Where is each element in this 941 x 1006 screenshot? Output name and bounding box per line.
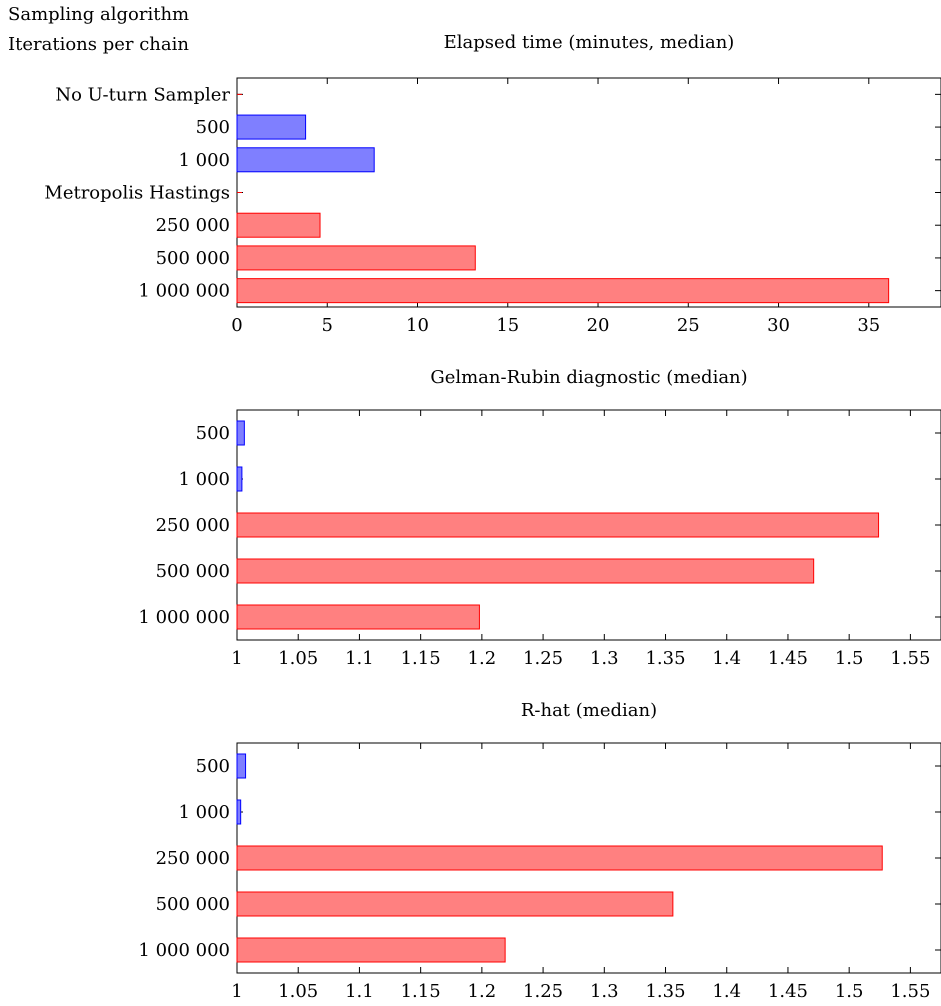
- x-tick-label: 1.55: [890, 648, 930, 669]
- bar-nuts: [236, 753, 247, 779]
- x-tick-label: 1.5: [835, 648, 864, 669]
- header-sampling-algorithm: Sampling algorithm: [8, 4, 190, 25]
- chart-title: Elapsed time (minutes, median): [444, 32, 735, 53]
- bar-nuts: [236, 799, 242, 825]
- x-tick-label: 1.2: [468, 981, 497, 1002]
- y-tick-label: 1 000 000: [138, 607, 230, 628]
- x-tick-label: 1.55: [890, 981, 930, 1002]
- y-tick-label: 1 000 000: [138, 940, 230, 961]
- y-tick-label: 250 000: [156, 848, 230, 869]
- chart-title: R-hat (median): [521, 700, 657, 721]
- bar-mh: [236, 604, 480, 630]
- bar-mh: [236, 245, 476, 271]
- x-tick-label: 1: [231, 648, 242, 669]
- x-tick-label: 30: [767, 315, 790, 336]
- y-tick-label: 1 000: [178, 150, 230, 171]
- x-tick-label: 1.1: [345, 648, 374, 669]
- bar-mh: [236, 212, 321, 238]
- x-tick-label: 25: [677, 315, 700, 336]
- x-tick-label: 5: [322, 315, 333, 336]
- chart-title: Gelman-Rubin diagnostic (median): [430, 367, 747, 388]
- x-tick-label: 1.4: [712, 981, 741, 1002]
- x-tick-label: 1.4: [712, 648, 741, 669]
- bar-nuts: [236, 466, 243, 492]
- bar-nuts: [236, 147, 375, 173]
- y-tick-label: 1 000 000: [138, 281, 230, 302]
- y-tick-label: 1 000: [178, 469, 230, 490]
- x-tick-label: 1.15: [401, 648, 441, 669]
- x-tick-label: 35: [857, 315, 880, 336]
- bar-nuts: [236, 114, 307, 140]
- x-tick-label: 10: [406, 315, 429, 336]
- x-tick-label: 1.1: [345, 981, 374, 1002]
- bar-mh: [236, 278, 890, 304]
- y-tick-label: 500 000: [156, 561, 230, 582]
- y-tick-label: 250 000: [156, 515, 230, 536]
- x-tick-label: 1.05: [278, 648, 318, 669]
- y-tick-label: 500: [196, 423, 230, 444]
- x-tick-label: 1.3: [590, 981, 619, 1002]
- x-tick-label: 1.05: [278, 981, 318, 1002]
- x-tick-label: 1.15: [401, 981, 441, 1002]
- x-tick-label: 20: [587, 315, 610, 336]
- x-tick-label: 1: [231, 981, 242, 1002]
- x-tick-label: 1.35: [645, 648, 685, 669]
- x-tick-label: 1.25: [523, 981, 563, 1002]
- x-tick-label: 0: [231, 315, 242, 336]
- x-tick-label: 1.45: [768, 981, 808, 1002]
- bar-nuts: [236, 420, 245, 446]
- y-tick-label: 500 000: [156, 248, 230, 269]
- x-tick-label: 1.25: [523, 648, 563, 669]
- x-tick-label: 1.45: [768, 648, 808, 669]
- y-tick-label: 500: [196, 756, 230, 777]
- bar-mh: [236, 558, 815, 584]
- y-tick-label: 500 000: [156, 894, 230, 915]
- y-tick-label: 1 000: [178, 802, 230, 823]
- y-tick-label: Metropolis Hastings: [44, 183, 230, 204]
- bar-mh: [236, 937, 506, 963]
- bar-mh: [236, 891, 674, 917]
- plot-frame: [236, 77, 941, 308]
- y-tick-label: 500: [196, 117, 230, 138]
- x-tick-label: 1.3: [590, 648, 619, 669]
- x-tick-label: 15: [496, 315, 519, 336]
- x-tick-label: 1.2: [468, 648, 497, 669]
- y-tick-label: No U-turn Sampler: [55, 84, 230, 105]
- x-tick-label: 1.35: [645, 981, 685, 1002]
- bar-mh: [236, 512, 880, 538]
- y-tick-label: 250 000: [156, 215, 230, 236]
- x-tick-label: 1.5: [835, 981, 864, 1002]
- bar-mh: [236, 845, 883, 871]
- header-iterations-per-chain: Iterations per chain: [8, 34, 189, 55]
